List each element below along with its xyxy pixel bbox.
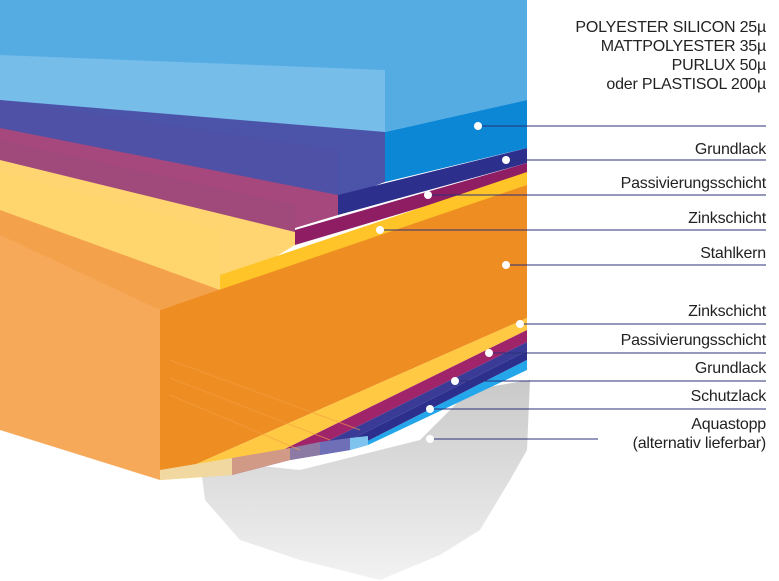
surface-streaks [169,359,361,451]
coating-line-2: MATTPOLYESTER 35µ [600,38,766,55]
stahlkern-side [160,185,527,480]
zink-top-side [220,172,527,290]
schutzlack-label: Schutzlack [690,388,767,405]
coating-layer-side [385,100,527,182]
leader-dots [376,122,524,443]
stahlkern-front [0,215,160,480]
dot-grundlack-bottom [451,377,459,385]
dot-grundlack-top [502,156,510,164]
stahlkern-label: Stahlkern [700,245,766,262]
grundlack-top-label: Grundlack [694,141,766,158]
coating-layer-front [0,55,385,132]
dot-coating [474,122,482,130]
aquastopp-note: (alternativ lieferbar) [632,435,767,452]
dot-passivierung-bottom [485,349,493,357]
aquastopp-side [350,360,527,450]
coating-line-4: oder PLASTISOL 200µ [606,76,766,93]
coating-line-1: POLYESTER SILICON 25µ [575,19,766,36]
coating-label: POLYESTER SILICON 25µ MATTPOLYESTER 35µ … [575,18,766,94]
zink-top-label: Zinkschicht [688,210,766,227]
zink-bottom-side [160,318,527,480]
zink-bottom-label: Zinkschicht [688,303,766,320]
passivierung-bottom-side [232,330,527,475]
grundlack-top-side [338,148,527,215]
dot-zink-bottom [516,320,524,328]
passivierung-bottom-label: Passivierungsschicht [620,332,767,349]
leader-lines [380,125,766,440]
dot-passivierung-top [424,191,432,199]
coating-line-3: PURLUX 50µ [671,57,767,74]
grundlack-bottom-label: Grundlack [694,360,766,377]
grundlack-bottom-side [290,342,527,460]
drop-shadow [200,380,530,580]
dot-stahlkern [502,261,510,269]
schutzlack-side [320,351,527,455]
passivierung-top-side [295,163,527,245]
dot-zink-top [376,226,384,234]
aquastopp-label: Aquastopp (alternativ lieferbar) [632,415,767,453]
dot-aquastopp [426,435,434,443]
dot-schutzlack [426,405,434,413]
aquastopp-title: Aquastopp [691,416,766,433]
passivierung-top-label: Passivierungsschicht [620,175,767,192]
